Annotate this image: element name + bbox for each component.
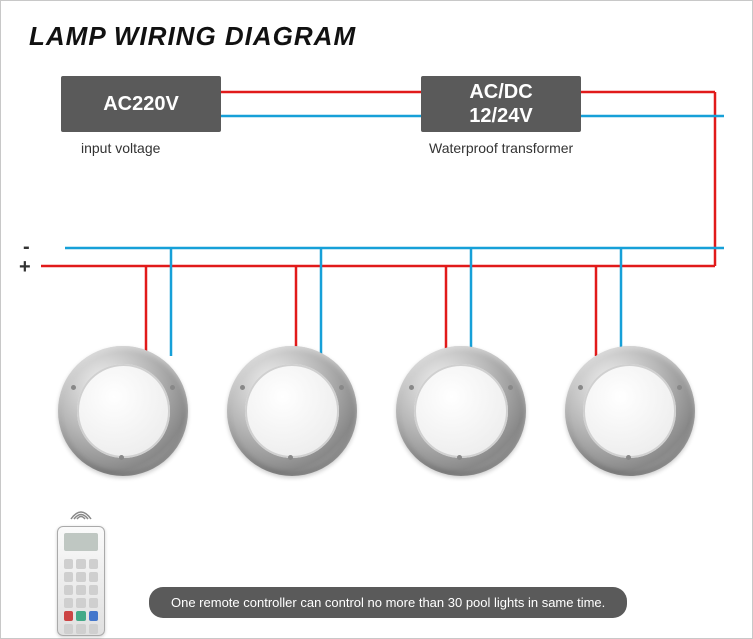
transformer-label-1: AC/DC: [469, 80, 532, 104]
remote-button: [76, 598, 85, 608]
pool-light: [58, 346, 188, 476]
remote-button: [76, 611, 85, 621]
plus-sign: +: [19, 256, 31, 279]
input-voltage-caption: input voltage: [81, 140, 160, 156]
transformer-box: AC/DC 12/24V: [421, 76, 581, 132]
input-voltage-box: AC220V: [61, 76, 221, 132]
pool-light: [227, 346, 357, 476]
remote-button: [76, 559, 85, 569]
remote-button: [64, 559, 73, 569]
remote-note: One remote controller can control no mor…: [149, 587, 627, 618]
lights-row: [29, 346, 724, 476]
remote-button: [64, 598, 73, 608]
remote-area: [57, 526, 105, 636]
remote-button: [89, 559, 98, 569]
remote-button: [89, 611, 98, 621]
remote-button-grid: [64, 559, 98, 627]
remote-button: [89, 624, 98, 634]
remote-screen: [64, 533, 98, 551]
remote-button: [76, 572, 85, 582]
remote-button: [64, 624, 73, 634]
transformer-label-2: 12/24V: [469, 104, 532, 128]
pool-light: [565, 346, 695, 476]
wiring-diagram: AC220V input voltage AC/DC 12/24V Waterp…: [29, 76, 724, 636]
signal-icon: [67, 499, 95, 521]
remote-controller: [57, 526, 105, 636]
remote-button: [64, 572, 73, 582]
diagram-title: LAMP WIRING DIAGRAM: [29, 21, 724, 52]
input-voltage-label: AC220V: [103, 92, 179, 116]
remote-button: [76, 624, 85, 634]
remote-button: [89, 572, 98, 582]
remote-button: [89, 598, 98, 608]
remote-button: [76, 585, 85, 595]
remote-button: [64, 611, 73, 621]
transformer-caption: Waterproof transformer: [429, 140, 573, 156]
remote-button: [89, 585, 98, 595]
pool-light: [396, 346, 526, 476]
remote-button: [64, 585, 73, 595]
